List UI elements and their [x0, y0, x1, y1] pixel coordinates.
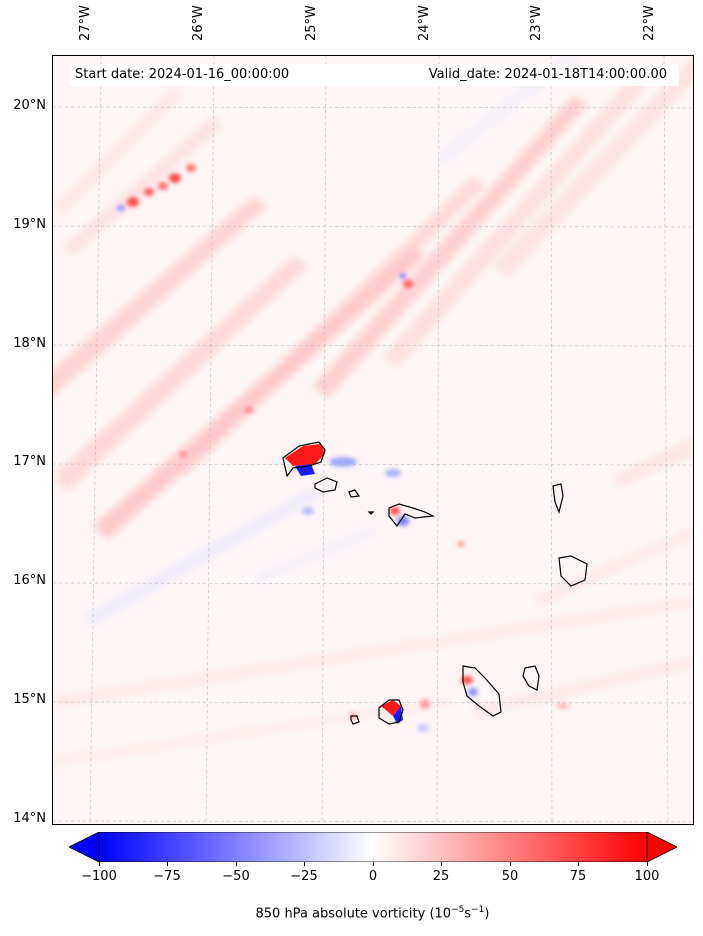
lat-label-20n: 20°N [13, 98, 46, 113]
colorbar-tick-label: 50 [501, 869, 519, 884]
colorbar-label-exp2: −1 [471, 905, 485, 915]
lat-label-14n: 14°N [13, 811, 46, 826]
island-santo-antao [282, 441, 326, 478]
colorbar-tickmark [304, 862, 305, 866]
island-fogo-vorticity [381, 700, 403, 724]
valid-date-label: Valid_date: 2024-01-18T14:00:00.00 [428, 67, 667, 82]
island-maio [522, 665, 540, 691]
graticule [53, 56, 693, 824]
colorbar-tick-label: −100 [81, 869, 117, 884]
colorbar-label-mid: s [464, 906, 472, 922]
colorbar-label-exp1: −5 [451, 905, 465, 915]
lat-label-15n: 15°N [13, 692, 46, 707]
colorbar-gradient [98, 832, 648, 862]
lon-label-23w: 23°W [529, 5, 544, 41]
colorbar-tick-label: 0 [368, 869, 378, 884]
colorbar [69, 832, 677, 862]
vorticity-streaks [53, 56, 693, 768]
start-date-label: Start date: 2024-01-16_00:00:00 [75, 67, 290, 82]
colorbar-tickmark [236, 862, 237, 866]
lon-label-22w: 22°W [642, 5, 657, 41]
island-sal [552, 483, 564, 514]
colorbar-tickmark [441, 862, 442, 866]
colorbar-tickmark [510, 862, 511, 866]
colorbar-tickmark [578, 862, 579, 866]
coastlines [282, 441, 588, 725]
island-brava [350, 715, 360, 725]
lon-label-25w: 25°W [304, 5, 319, 41]
lon-label-27w: 27°W [78, 5, 93, 41]
island-santiago [462, 665, 502, 717]
island-sao-vicente [314, 477, 338, 493]
lon-label-24w: 24°W [417, 5, 432, 41]
colorbar-label-prefix: 850 hPa absolute vorticity (10 [255, 906, 452, 922]
colorbar-tick-label: −75 [153, 869, 181, 884]
colorbar-tick-label: 25 [432, 869, 450, 884]
colorbar-tick-label: 100 [634, 869, 660, 884]
colorbar-tick-label: −50 [222, 869, 250, 884]
colorbar-extend-low [69, 832, 100, 862]
colorbar-tick-label: 75 [569, 869, 587, 884]
lon-label-26w: 26°W [191, 5, 206, 41]
lat-label-16n: 16°N [13, 573, 46, 588]
lat-label-19n: 19°N [13, 217, 46, 232]
island-fogo [378, 699, 404, 725]
colorbar-label-suffix: ) [484, 906, 490, 922]
island-branco [367, 511, 375, 515]
lat-label-17n: 17°N [13, 454, 46, 469]
island-boa-vista [558, 555, 588, 587]
island-sao-nicolau [388, 503, 436, 528]
colorbar-tickmark [373, 862, 374, 866]
colorbar-tickmark [647, 862, 648, 866]
map-info-box: Start date: 2024-01-16_00:00:00 Valid_da… [69, 64, 679, 86]
colorbar-label: 850 hPa absolute vorticity (10−5s−1) [0, 905, 703, 921]
colorbar-tickmark [99, 862, 100, 866]
vorticity-field [53, 56, 693, 824]
lat-label-18n: 18°N [13, 336, 46, 351]
colorbar-tick-label: −25 [290, 869, 318, 884]
colorbar-tickmark [167, 862, 168, 866]
colorbar-extend-high [646, 832, 677, 862]
island-santa-luzia [348, 489, 361, 498]
map-panel: Start date: 2024-01-16_00:00:00 Valid_da… [52, 55, 694, 825]
